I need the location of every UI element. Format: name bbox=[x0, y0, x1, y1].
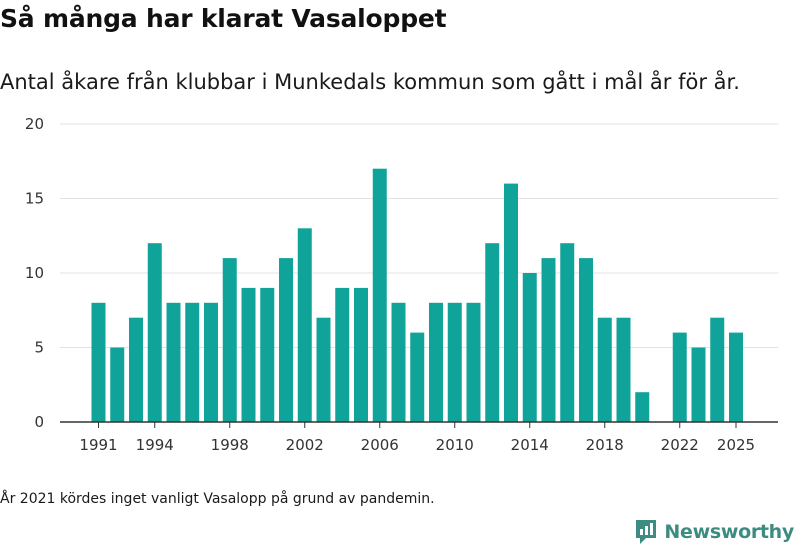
x-tick-label: 2006 bbox=[361, 436, 399, 454]
bar-1993 bbox=[129, 317, 143, 422]
bar-2006 bbox=[372, 168, 387, 422]
newsworthy-wordmark: Newsworthy bbox=[664, 521, 794, 543]
bar-2008 bbox=[410, 332, 425, 422]
bar-1996 bbox=[185, 302, 200, 422]
footnote: År 2021 kördes inget vanligt Vasalopp på… bbox=[0, 491, 435, 507]
y-tick-label: 0 bbox=[34, 413, 44, 431]
bar-2004 bbox=[335, 287, 350, 422]
bar-2010 bbox=[447, 302, 462, 422]
bar-2002 bbox=[297, 228, 312, 422]
bar-2003 bbox=[316, 317, 331, 422]
chart-subtitle: Antal åkare från klubbar i Munkedals kom… bbox=[0, 70, 740, 94]
bar-chart: 0 5 10 15 20 1991 1994 1998 2002 2006 2010 2014 2018… bbox=[25, 115, 778, 454]
newsworthy-logo: Newsworthy bbox=[634, 518, 794, 546]
bar-2009 bbox=[429, 302, 443, 422]
axes: 0 5 10 15 20 1991 1994 1998 2002 2006 2010 2014 2018… bbox=[25, 115, 778, 454]
x-tick-label: 2002 bbox=[286, 436, 324, 454]
bar-2023 bbox=[691, 347, 706, 422]
x-tick-label: 2018 bbox=[586, 436, 624, 454]
bar-1999 bbox=[241, 287, 256, 422]
y-tick-label: 15 bbox=[25, 190, 44, 208]
y-tick-label: 5 bbox=[34, 339, 44, 357]
bar-2019 bbox=[616, 317, 631, 422]
bar-2013 bbox=[504, 183, 518, 422]
bar-2000 bbox=[260, 287, 275, 422]
bar-2005 bbox=[354, 287, 368, 422]
y-tick-label: 20 bbox=[25, 115, 44, 133]
x-tick-label: 2014 bbox=[511, 436, 549, 454]
bar-2012 bbox=[485, 243, 500, 422]
bar-1998 bbox=[222, 258, 237, 422]
bar-2011 bbox=[466, 302, 481, 422]
bar-2015 bbox=[541, 258, 556, 422]
x-tick-label: 1994 bbox=[136, 436, 174, 454]
bar-2016 bbox=[560, 243, 575, 422]
bar-2025 bbox=[729, 332, 743, 422]
x-tick-label: 2022 bbox=[661, 436, 699, 454]
bar-1997 bbox=[204, 302, 218, 422]
x-tick-label: 2025 bbox=[717, 436, 755, 454]
bar-1994 bbox=[147, 243, 162, 422]
chart-title: Så många har klarat Vasaloppet bbox=[0, 4, 447, 33]
bar-2007 bbox=[391, 302, 406, 422]
newsworthy-logo-icon bbox=[636, 520, 657, 544]
x-tick-label: 1998 bbox=[211, 436, 249, 454]
bar-2014 bbox=[522, 273, 537, 422]
bar-2022 bbox=[672, 332, 687, 422]
x-tick-label: 2010 bbox=[436, 436, 474, 454]
y-tick-label: 10 bbox=[25, 264, 44, 282]
bar-1992 bbox=[110, 347, 125, 422]
bar-2017 bbox=[579, 258, 593, 422]
x-tick-label: 1991 bbox=[79, 436, 117, 454]
bar-1991 bbox=[91, 302, 106, 422]
bar-2018 bbox=[597, 317, 612, 422]
bar-2001 bbox=[279, 258, 293, 422]
bar-2024 bbox=[710, 317, 725, 422]
bar-2020 bbox=[635, 392, 650, 422]
bars bbox=[91, 168, 743, 422]
bar-1995 bbox=[166, 302, 181, 422]
